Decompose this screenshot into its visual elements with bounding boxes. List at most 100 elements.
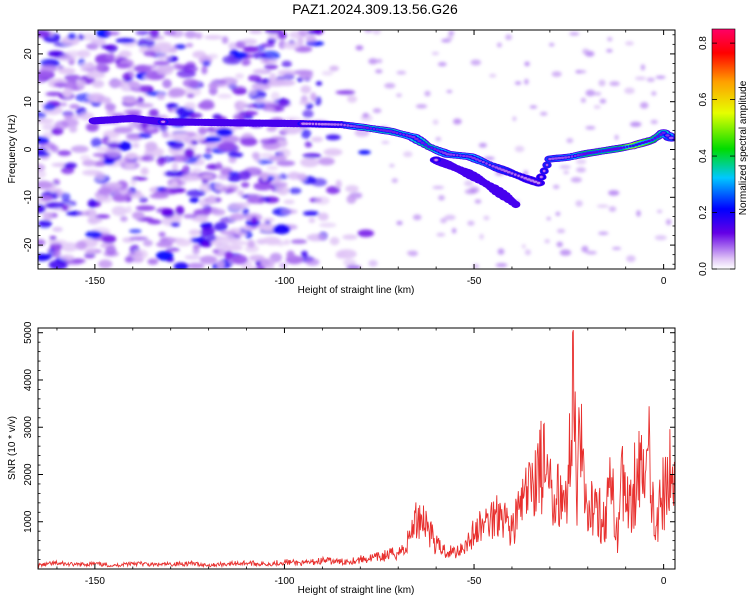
noise-blob [305, 34, 317, 44]
noise-blob [144, 141, 158, 152]
noise-blob [184, 31, 203, 38]
noise-blob [129, 193, 145, 199]
noise-blob [403, 151, 413, 158]
noise-blob [608, 190, 620, 196]
noise-blob [582, 48, 590, 55]
noise-blob [556, 228, 566, 234]
noise-blob [266, 125, 277, 132]
noise-blob [345, 185, 359, 193]
noise-blob [38, 180, 53, 190]
noise-blob [524, 61, 530, 67]
noise-blob [241, 38, 258, 45]
noise-blob [159, 240, 172, 247]
noise-blob [170, 222, 181, 227]
noise-blob [220, 230, 236, 235]
noise-blob [576, 167, 586, 173]
noise-blob [52, 179, 60, 186]
noise-blob [184, 254, 201, 260]
heatmap-branch [429, 156, 521, 209]
noise-blob [123, 109, 143, 114]
noise-blob [575, 158, 587, 165]
noise-blob [95, 171, 105, 180]
noise-blob [112, 194, 128, 202]
noise-blob [204, 35, 223, 40]
ridge-blob [510, 172, 514, 175]
snr-ytick-label: 4000 [23, 368, 34, 391]
noise-blob [231, 254, 248, 265]
noise-blob [58, 54, 77, 62]
noise-blob [239, 101, 248, 108]
noise-blob [75, 240, 87, 250]
ridge-blob [436, 149, 440, 152]
noise-blob [243, 46, 259, 53]
ridge-blob [576, 154, 580, 157]
noise-blob [375, 69, 383, 74]
noise-blob [451, 228, 457, 234]
noise-blob [251, 82, 271, 91]
noise-blob [149, 193, 169, 199]
ridge-blob [588, 151, 593, 154]
noise-blob [237, 190, 245, 197]
noise-blob [563, 170, 570, 175]
colorbar-tick-label: 0.2 [698, 205, 709, 219]
noise-blob [281, 60, 292, 68]
noise-blob [552, 184, 560, 189]
noise-blob [231, 86, 247, 95]
noise-blob [237, 170, 251, 181]
ridge-blob [668, 136, 674, 140]
noise-blob [376, 58, 383, 64]
noise-blob [143, 50, 157, 57]
noise-blob [575, 70, 581, 74]
noise-blob [524, 78, 529, 85]
spectrogram-xtick-label: -150 [85, 276, 105, 287]
snr-xlabel: Height of straight line (km) [298, 585, 415, 596]
noise-blob [268, 155, 287, 162]
noise-blob [329, 237, 340, 246]
noise-blob [186, 189, 206, 197]
noise-blob [38, 204, 46, 214]
noise-blob [155, 251, 174, 261]
noise-blob [254, 68, 268, 74]
noise-blob [75, 79, 86, 89]
noise-blob [307, 30, 322, 35]
noise-blob [221, 235, 237, 244]
noise-blob [514, 81, 522, 85]
noise-blob [299, 100, 311, 105]
noise-blob [249, 254, 265, 262]
noise-blob [186, 93, 195, 98]
noise-blob [257, 158, 274, 165]
noise-blob [654, 235, 667, 241]
snr-ylabel: SNR (10 * v/v) [7, 416, 18, 480]
noise-blob [105, 31, 120, 36]
noise-blob [279, 263, 288, 268]
noise-blob [544, 239, 550, 244]
noise-blob [570, 177, 582, 183]
colorbar-tick-label: 0.6 [698, 92, 709, 106]
noise-blob [381, 140, 390, 144]
noise-blob [389, 163, 395, 168]
noise-blob [555, 211, 561, 216]
noise-blob [432, 119, 439, 125]
noise-blob [665, 219, 672, 226]
noise-blob [43, 103, 56, 111]
colorbar: 0.0 0.2 0.4 0.6 0.8 Normalized spectral ampl… [698, 28, 749, 276]
ridge-blob [653, 136, 657, 140]
colorbar-gradient [711, 28, 736, 270]
ridge-blob [551, 157, 555, 160]
noise-blob [38, 70, 52, 79]
noise-blob [175, 44, 186, 50]
ridge-blob [375, 128, 379, 131]
ridge-blob [622, 146, 626, 149]
noise-blob [123, 97, 136, 104]
spectrogram-heatmap [38, 30, 675, 269]
noise-blob [103, 187, 120, 193]
noise-blob [483, 215, 490, 221]
noise-blob [326, 186, 341, 195]
noise-blob [61, 204, 69, 211]
noise-blob [132, 142, 140, 149]
snr-frame [37, 327, 676, 570]
noise-blob [168, 48, 178, 53]
noise-blob [650, 119, 658, 125]
ridge-blob [405, 134, 409, 137]
noise-blob [101, 234, 117, 244]
